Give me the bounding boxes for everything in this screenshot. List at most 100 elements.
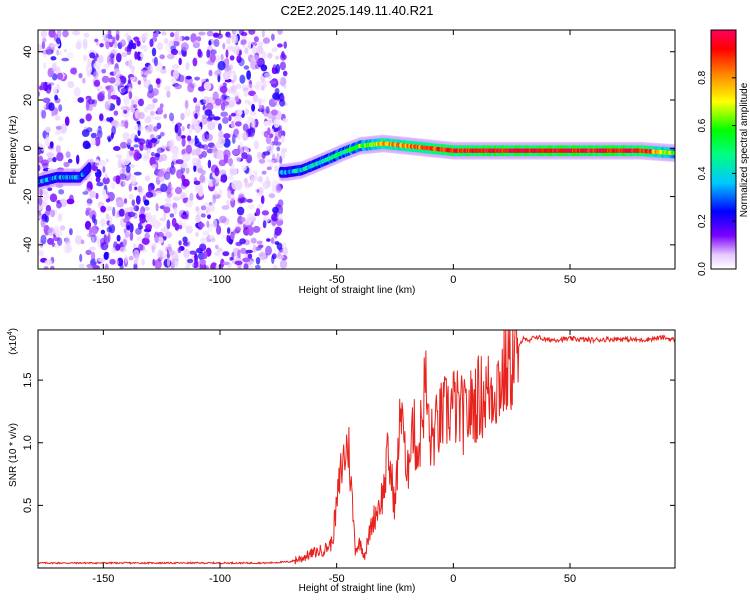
heatmap-noise-cell bbox=[91, 251, 96, 261]
heatmap-noise-cell bbox=[212, 193, 221, 199]
heatmap-noise-cell bbox=[56, 49, 60, 56]
heatmap-noise-cell bbox=[54, 225, 59, 230]
heatmap-noise-cell bbox=[194, 128, 202, 133]
heatmap-noise-cell bbox=[116, 234, 121, 242]
heatmap-noise-cell bbox=[203, 81, 212, 91]
heatmap-noise-cell bbox=[247, 225, 254, 236]
heatmap-noise-cell bbox=[266, 238, 271, 242]
heatmap-noise-cell bbox=[257, 244, 264, 249]
heatmap-noise-cell bbox=[43, 104, 47, 109]
heatmap-noise-cell bbox=[144, 175, 151, 182]
heatmap-noise-cell bbox=[107, 91, 112, 100]
heatmap-noise-cell bbox=[184, 264, 191, 269]
heatmap-noise-cell bbox=[137, 138, 146, 145]
heatmap-noise-cell bbox=[161, 31, 167, 36]
heatmap-noise-cell bbox=[85, 249, 92, 256]
heatmap-noise-cell bbox=[166, 53, 175, 60]
heatmap-noise-cell bbox=[272, 206, 279, 214]
heatmap-noise-cell bbox=[195, 206, 200, 212]
heatmap-noise-cell bbox=[260, 98, 266, 104]
snr-series-line bbox=[38, 330, 675, 566]
heatmap-noise-cell bbox=[161, 154, 168, 162]
heatmap-noise-cell bbox=[239, 197, 248, 203]
heatmap-noise-cell bbox=[279, 53, 287, 61]
heatmap-noise-cell bbox=[82, 54, 88, 62]
heatmap-noise-cell bbox=[47, 237, 54, 245]
colorbar-tick-label: 0.6 bbox=[697, 118, 708, 132]
heatmap-noise-cell bbox=[252, 93, 259, 103]
heatmap-noise-cell bbox=[216, 247, 223, 253]
heatmap-noise-cell bbox=[236, 157, 242, 162]
heatmap-noise-cell bbox=[220, 258, 225, 268]
heatmap-noise-cell bbox=[46, 152, 55, 158]
heatmap-noise-cell bbox=[108, 223, 116, 234]
heatmap-noise-cell bbox=[129, 146, 135, 152]
heatmap-noise-cell bbox=[247, 83, 254, 91]
heatmap-noise-cell bbox=[255, 257, 261, 265]
heatmap-noise-cell bbox=[277, 30, 283, 35]
figure-title: C2E2.2025.149.11.40.R21 bbox=[281, 3, 434, 18]
heatmap-noise-cell bbox=[143, 154, 150, 160]
heatmap-noise-cell bbox=[160, 249, 166, 258]
heatmap-noise-cell bbox=[256, 59, 265, 65]
heatmap-noise-cell bbox=[246, 213, 255, 223]
heatmap-noise-cell bbox=[103, 234, 107, 244]
heatmap-noise-cell bbox=[123, 95, 130, 106]
heatmap-noise-cell bbox=[231, 252, 235, 261]
heatmap-noise-cell bbox=[104, 173, 108, 179]
heatmap-noise-cell bbox=[220, 111, 229, 117]
heatmap-noise-cell bbox=[49, 141, 54, 149]
heatmap-noise-cell bbox=[206, 49, 211, 58]
heatmap-noise-cell bbox=[83, 42, 88, 50]
heatmap-noise-cell bbox=[80, 239, 85, 245]
heatmap-noise-cell bbox=[49, 43, 57, 48]
heatmap-noise-cell bbox=[106, 135, 113, 141]
heatmap-noise-cell bbox=[136, 40, 141, 47]
heatmap-noise-cell bbox=[159, 176, 165, 183]
heatmap-noise-cell bbox=[220, 53, 224, 61]
heatmap-noise-cell bbox=[133, 206, 137, 211]
heatmap-noise-cell bbox=[85, 142, 92, 149]
heatmap-noise-cell bbox=[187, 135, 192, 142]
heatmap-noise-cell bbox=[175, 159, 184, 165]
heatmap-noise-cell bbox=[235, 94, 239, 103]
heatmap-noise-cell bbox=[214, 190, 218, 196]
heatmap-panel: -150 -100 -50 0 50 -40 -20 0 20 40 Height of str… bbox=[8, 29, 676, 296]
heatmap-noise-cell bbox=[223, 153, 228, 164]
heatmap-noise-cell bbox=[277, 43, 283, 48]
heatmap-noise-cell bbox=[210, 49, 217, 55]
heatmap-noise-cell bbox=[184, 36, 190, 41]
heatmap-noise-cell bbox=[210, 238, 216, 243]
heatmap-noise-cell bbox=[218, 169, 227, 176]
heatmap-noise-cell bbox=[259, 104, 263, 112]
heatmap-noise-cell bbox=[85, 207, 92, 212]
heatmap-noise-cell bbox=[250, 237, 257, 244]
heatmap-noise-cell bbox=[45, 134, 50, 143]
heatmap-noise-cell bbox=[256, 204, 263, 209]
heatmap-noise-cell bbox=[197, 167, 203, 174]
heatmap-noise-cell bbox=[86, 263, 94, 269]
heatmap-noise-cell bbox=[230, 112, 236, 117]
heatmap-noise-cell bbox=[128, 193, 134, 200]
heatmap-noise-cell bbox=[51, 110, 55, 117]
heatmap-noise-cell bbox=[252, 170, 258, 176]
colorbar-tick-label: 0.4 bbox=[697, 166, 708, 180]
heatmap-noise-cell bbox=[266, 166, 272, 171]
heatmap-noise-cell bbox=[200, 237, 209, 244]
heatmap-noise-cell bbox=[60, 123, 68, 134]
heatmap-noise-cell bbox=[113, 146, 121, 151]
heatmap-noise-cell bbox=[248, 167, 252, 178]
heatmap-noise-cell bbox=[236, 83, 242, 90]
heatmap-noise-cell bbox=[107, 191, 115, 202]
heatmap-noise-cell bbox=[168, 250, 175, 256]
heatmap-noise-cell bbox=[184, 108, 191, 118]
snr-x-axis: -150 -100 -50 0 50 bbox=[92, 330, 576, 585]
heatmap-noise-cell bbox=[261, 210, 269, 216]
heatmap-noise-cell bbox=[98, 159, 107, 167]
heatmap-noise-cell bbox=[207, 159, 212, 169]
heatmap-noise-cell bbox=[229, 64, 234, 70]
heatmap-noise-cell bbox=[265, 146, 270, 150]
heatmap-noise-cell bbox=[50, 265, 55, 269]
heatmap-noise-cell bbox=[233, 45, 241, 55]
heatmap-noise-cell bbox=[131, 99, 135, 107]
